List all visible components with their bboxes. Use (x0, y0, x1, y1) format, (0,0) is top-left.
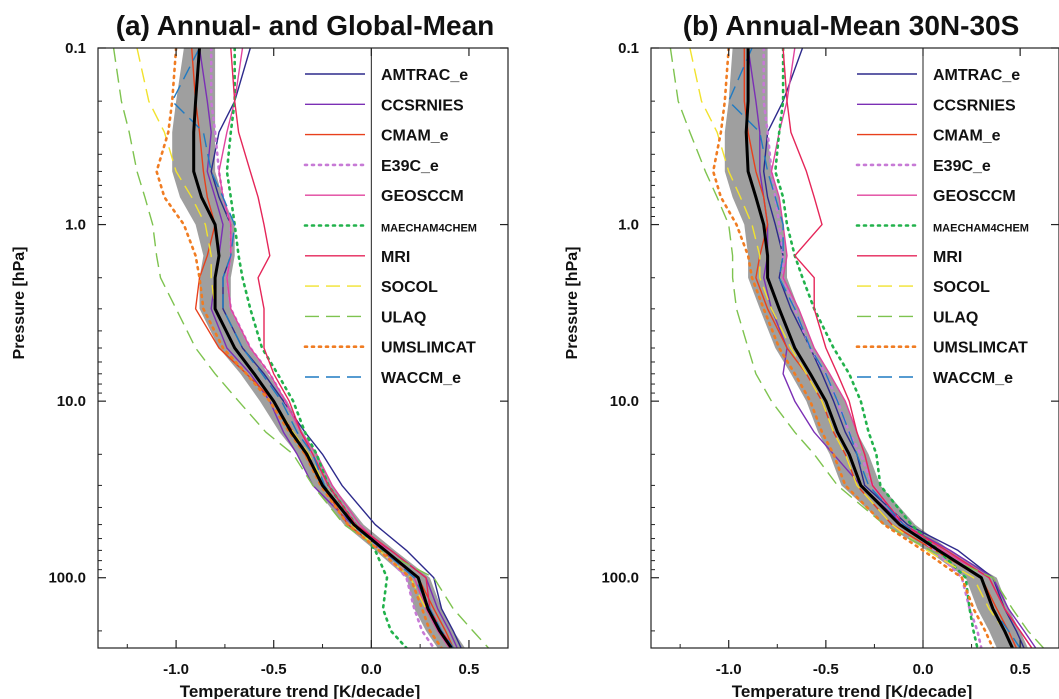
panel-b-y-tick-label: 0.1 (618, 40, 639, 57)
panel-a-x-tick-label: 0.0 (361, 661, 382, 678)
panel-b-legend-label: CMAM_e (933, 128, 1001, 145)
panel-b-legend-label: SOCOL (933, 279, 990, 296)
panel-a-legend-label: AMTRAC_e (381, 67, 468, 84)
panel-a-y-tick-label: 0.1 (65, 40, 86, 57)
panel-b-series-group (669, 48, 1045, 648)
panel-a-series-umslimcat-line (155, 48, 443, 648)
panel-b-y-tick-label: 10.0 (610, 393, 639, 410)
panel-a-legend: AMTRAC_e CCSRNIES CMAM_e E39C_e GEOSCCM MAECH… (303, 67, 477, 387)
panel-b-legend-label: CCSRNIES (933, 97, 1016, 114)
panel-a-legend-label: MRI (381, 249, 410, 266)
panel-a-legend-label: WACCM_e (381, 370, 461, 387)
panel-a-y-tick-label: 1.0 (65, 217, 86, 234)
panel-a-legend-label: GEOSCCM (381, 188, 464, 205)
panel-b-series-amtrac-e-line (763, 48, 1025, 648)
panel-b-legend: AMTRAC_e CCSRNIES CMAM_e E39C_e GEOSCCM MAECH… (855, 67, 1029, 387)
panel-b-legend-label: AMTRAC_e (933, 67, 1020, 84)
panel-a-x-tick-label: -0.5 (261, 661, 287, 678)
panel-a-series-ulaq-line (112, 48, 490, 648)
panel-b-y-tick-label: 1.0 (618, 217, 639, 234)
panel-b: (b) Annual-Mean 30N-30S Pressure [hPa] T… (564, 10, 1059, 699)
panel-a-legend-label: SOCOL (381, 279, 438, 296)
panel-a-legend-label: E39C_e (381, 158, 439, 175)
panel-b-series-mri-line (782, 48, 1033, 648)
panel-a-plot-area: -1.0 -0.5 0.0 0.5 0.1 1.0 10.0 100.0 (48, 40, 509, 678)
panel-b-series-maecham4chem-line (774, 48, 979, 648)
panel-b-x-tick-label: 0.5 (1010, 661, 1031, 678)
panel-b-x-axis-label: Temperature trend [K/decade] (732, 682, 973, 699)
panel-a-series-multi-model-mean-line (192, 48, 453, 648)
panel-b-legend-label: MAECHAM4CHEM (933, 223, 1029, 235)
panel-a-series-amtrac-e-line (210, 48, 462, 648)
panel-a-x-tick-label: 0.5 (459, 661, 480, 678)
panel-a-legend-label: UMSLIMCAT (381, 340, 476, 357)
panel-a-x-axis-label: Temperature trend [K/decade] (180, 682, 421, 699)
panel-a: (a) Annual- and Global-Mean Pressure [hP… (11, 10, 509, 699)
panel-b-series-multi-model-mean-line (744, 48, 1014, 648)
panel-b-legend-label: E39C_e (933, 158, 991, 175)
panel-a-y-tick-label: 10.0 (57, 393, 86, 410)
panel-a-legend-label: CMAM_e (381, 128, 449, 145)
panel-b-legend-label: GEOSCCM (933, 188, 1016, 205)
panel-a-series-group (112, 48, 490, 648)
panel-b-series-ccsrnies-line (747, 48, 1037, 648)
panel-b-x-tick-label: -1.0 (716, 661, 742, 678)
panel-b-series-waccm-e-line (728, 48, 1021, 648)
panel-b-y-tick-label: 100.0 (601, 570, 639, 587)
panel-b-legend-label: ULAQ (933, 309, 978, 326)
panel-b-legend-label: MRI (933, 249, 962, 266)
panel-a-legend-label: ULAQ (381, 309, 426, 326)
panel-a-series-mri-line (230, 48, 454, 648)
panel-b-y-axis-label: Pressure [hPa] (564, 247, 581, 360)
panel-a-legend-label: MAECHAM4CHEM (381, 223, 477, 235)
panel-b-plot-area: -1.0 -0.5 0.0 0.5 0.1 1.0 10.0 100.0 (601, 40, 1059, 678)
panel-a-legend-label: CCSRNIES (381, 97, 464, 114)
panel-b-legend-label: UMSLIMCAT (933, 340, 1028, 357)
panel-b-title: (b) Annual-Mean 30N-30S (683, 10, 1020, 41)
panel-a-y-tick-label: 100.0 (48, 570, 86, 587)
panel-a-x-tick-label: -1.0 (163, 661, 189, 678)
panel-b-legend-label: WACCM_e (933, 370, 1013, 387)
panel-a-title: (a) Annual- and Global-Mean (116, 10, 495, 41)
panel-b-x-tick-label: -0.5 (813, 661, 839, 678)
panel-b-series-socol-line (689, 48, 1014, 648)
panel-a-spread-band (172, 48, 465, 648)
panel-a-y-axis-label: Pressure [hPa] (11, 247, 28, 360)
panel-a-series-maecham4chem-line (225, 48, 408, 648)
panel-b-x-tick-label: 0.0 (913, 661, 934, 678)
panel-b-series-ulaq-line (669, 48, 1045, 648)
panel-a-series-waccm-e-line (171, 48, 454, 648)
panel-b-series-umslimcat-line (711, 48, 995, 648)
